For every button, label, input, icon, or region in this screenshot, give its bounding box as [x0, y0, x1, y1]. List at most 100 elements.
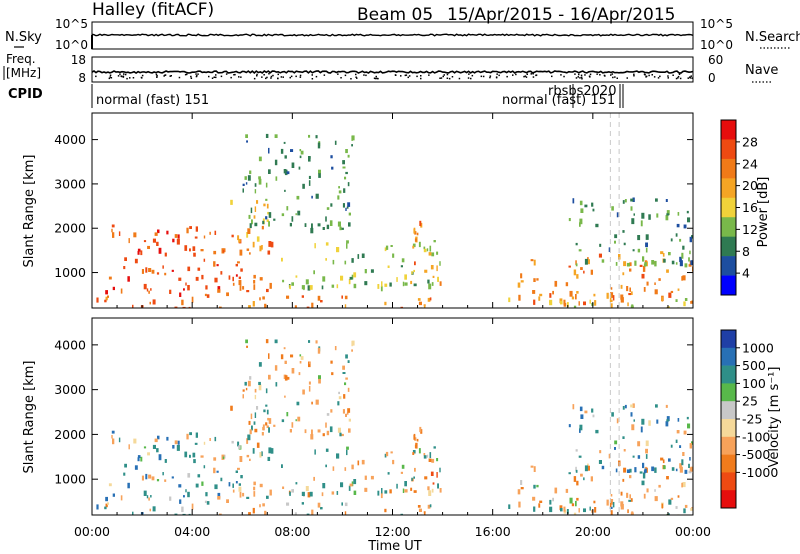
echo-cell [341, 433, 344, 437]
echo-cell [306, 513, 310, 515]
nave-dot [405, 74, 408, 76]
echo-cell [689, 457, 691, 461]
echo-cell [107, 295, 109, 298]
echo-cell [433, 446, 436, 449]
nave-dot [311, 78, 314, 80]
colorbar-tick-label: 100 [742, 376, 766, 391]
echo-cell [623, 467, 627, 473]
echo-cell [344, 176, 347, 180]
echo-cell [265, 404, 268, 407]
echo-cell [533, 278, 536, 282]
echo-cell [583, 477, 585, 481]
nave-dot [408, 75, 411, 77]
echo-cell [223, 248, 226, 253]
echo-cell [219, 513, 222, 515]
echo-cell [339, 432, 342, 437]
echo-cell [348, 212, 351, 216]
echo-cell [688, 257, 690, 262]
echo-cell [609, 506, 613, 509]
echo-cell [266, 219, 269, 222]
power-heatmap [96, 113, 693, 308]
echo-cell [183, 288, 185, 291]
echo-cell [573, 512, 577, 515]
nave-dot [340, 77, 342, 79]
echo-cell [242, 188, 244, 193]
nave-dot [675, 77, 678, 80]
nave-dot [323, 74, 326, 76]
echo-cell [679, 463, 682, 469]
nave-dot [560, 74, 562, 76]
echo-cell [392, 253, 395, 258]
freq-tick-low: 8 [78, 71, 86, 85]
colorbar-segment [721, 436, 736, 455]
echo-cell [111, 435, 113, 439]
echo-cell [575, 466, 577, 472]
echo-cell [267, 417, 269, 421]
echo-cell [258, 362, 262, 367]
colorbar-segment [721, 454, 736, 473]
nave-dot [574, 73, 576, 75]
echo-cell [244, 176, 247, 180]
echo-cell [201, 274, 204, 280]
echo-cell [265, 339, 269, 344]
echo-cell [317, 295, 321, 301]
echo-cell [200, 249, 204, 252]
echo-cell [177, 234, 180, 239]
echo-cell [629, 287, 631, 292]
echo-cell [296, 401, 300, 406]
echo-cell [334, 140, 337, 145]
echo-cell [204, 293, 207, 297]
nave-dot [577, 76, 579, 78]
echo-cell [431, 252, 435, 257]
echo-cell [340, 482, 344, 488]
echo-cell [183, 495, 185, 498]
echo-cell [184, 245, 188, 251]
echo-cell [614, 240, 616, 244]
nave-dot [439, 77, 441, 79]
echo-cell [281, 419, 285, 423]
echo-cell [172, 238, 175, 243]
echo-cell [124, 257, 127, 261]
echo-cell [436, 458, 439, 462]
echo-cell [675, 262, 678, 265]
nave-dot [109, 76, 111, 78]
echo-cell [622, 478, 625, 482]
echo-cell [239, 456, 243, 462]
nave-dot [295, 75, 297, 78]
echo-cell [336, 453, 340, 459]
echo-cell [315, 399, 319, 405]
echo-cell [688, 470, 692, 474]
echo-cell [552, 497, 554, 502]
nave-dot [265, 77, 267, 80]
echo-cell [265, 422, 268, 426]
echo-cell [289, 429, 292, 433]
nsearch-tick-low: 10^0 [700, 38, 733, 52]
echo-cell [436, 265, 438, 272]
echo-cell [666, 306, 669, 308]
echo-cell [353, 479, 357, 485]
echo-cell [681, 276, 683, 281]
echo-cell [364, 475, 367, 480]
echo-cell [189, 226, 192, 229]
echo-cell [631, 511, 634, 515]
echo-cell [675, 233, 678, 237]
echo-cell [311, 195, 313, 199]
echo-cell [591, 202, 594, 207]
echo-cell [127, 276, 130, 282]
echo-cell [427, 504, 431, 509]
echo-cell [639, 471, 643, 474]
echo-cell [654, 282, 656, 285]
echo-cell [670, 444, 673, 448]
echo-cell [270, 241, 274, 248]
echo-cell [325, 242, 329, 246]
echo-cell [178, 484, 182, 488]
cpid-panel: CPID normal (fast) 151 rbsbs2020 normal … [8, 84, 624, 108]
nave-dot [515, 73, 517, 76]
echo-cell [220, 271, 223, 275]
echo-cell [576, 480, 579, 486]
echo-cell [402, 281, 405, 287]
x-tick-label: 00:00 [675, 524, 711, 539]
echo-cell [178, 277, 182, 281]
echo-cell [246, 454, 250, 458]
echo-cell [322, 483, 326, 489]
